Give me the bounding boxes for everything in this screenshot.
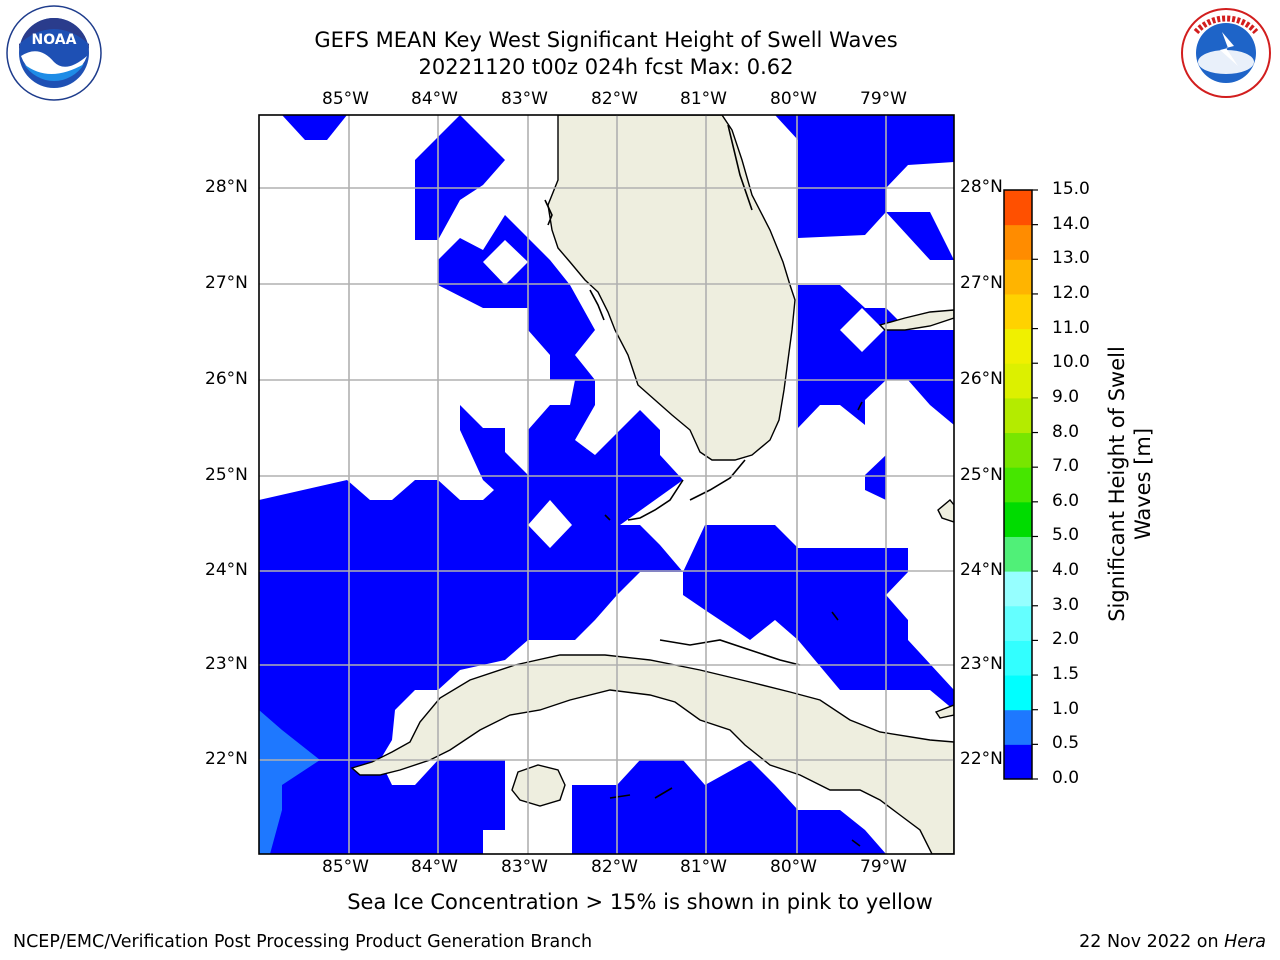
- colorbar-level-label: 4.0: [1052, 560, 1080, 581]
- lon-label-top: 83°W: [501, 89, 548, 109]
- colorbar-swatch: [1004, 536, 1032, 572]
- colorbar-swatch: [1004, 467, 1032, 503]
- colorbar-swatch: [1004, 432, 1032, 468]
- lon-label-bottom: 80°W: [770, 857, 817, 877]
- colorbar-swatch: [1004, 190, 1032, 226]
- lon-label-bottom: 82°W: [591, 857, 638, 877]
- lat-label-left: 28°N: [205, 177, 248, 197]
- colorbar-level-label: 14.0: [1052, 213, 1090, 234]
- colorbar: [1003, 189, 1038, 780]
- lat-label-right: 22°N: [960, 749, 1003, 769]
- colorbar-level-label: 3.0: [1052, 594, 1080, 615]
- lon-label-top: 81°W: [680, 89, 727, 109]
- colorbar-swatch: [1004, 501, 1032, 537]
- colorbar-swatch: [1004, 363, 1032, 399]
- lon-label-top: 79°W: [860, 89, 907, 109]
- colorbar-swatch: [1004, 328, 1032, 364]
- lat-label-right: 25°N: [960, 465, 1003, 485]
- colorbar-level-label: 7.0: [1052, 456, 1080, 477]
- lat-label-left: 26°N: [205, 369, 248, 389]
- lat-label-right: 23°N: [960, 654, 1003, 674]
- footer-date-text: 22 Nov 2022 on: [1079, 932, 1225, 952]
- lat-label-left: 27°N: [205, 273, 248, 293]
- colorbar-swatch: [1004, 571, 1032, 607]
- lon-label-bottom: 83°W: [501, 857, 548, 877]
- colorbar-swatch: [1004, 397, 1032, 434]
- colorbar-swatch: [1004, 675, 1032, 711]
- chart-subtitle: 20221120 t00z 024h fcst Max: 0.62: [418, 55, 794, 79]
- colorbar-level-label: 6.0: [1052, 490, 1080, 511]
- colorbar-level-label: 0.5: [1052, 733, 1080, 754]
- lon-label-top: 82°W: [591, 89, 638, 109]
- colorbar-level-label: 2.0: [1052, 629, 1080, 650]
- colorbar-title: Significant Height of Swell Waves [m]: [1104, 346, 1156, 622]
- colorbar-level-label: 10.0: [1052, 352, 1090, 373]
- colorbar-level-label: 1.5: [1052, 664, 1080, 685]
- colorbar-level-label: 1.0: [1052, 698, 1080, 719]
- lon-label-top: 85°W: [322, 89, 369, 109]
- land-masses: [350, 115, 954, 854]
- lat-label-left: 25°N: [205, 465, 248, 485]
- colorbar-level-label: 13.0: [1052, 248, 1090, 269]
- footer-branch: NCEP/EMC/Verification Post Processing Pr…: [13, 932, 593, 952]
- colorbar-swatch: [1004, 224, 1032, 260]
- nws-logo: [1179, 6, 1273, 100]
- lat-label-left: 23°N: [205, 654, 248, 674]
- colorbar-swatch: [1004, 259, 1032, 295]
- colorbar-title-line2: Waves [m]: [1131, 427, 1155, 541]
- lat-label-left: 22°N: [205, 749, 248, 769]
- lon-label-bottom: 81°W: [680, 857, 727, 877]
- svg-text:NOAA: NOAA: [32, 32, 77, 48]
- chart-title: GEFS MEAN Key West Significant Height of…: [314, 28, 898, 52]
- colorbar-swatch: [1004, 744, 1032, 780]
- colorbar-title-line1: Significant Height of Swell: [1105, 346, 1129, 622]
- lon-label-bottom: 79°W: [860, 857, 907, 877]
- footer-date: 22 Nov 2022 on Hera: [1079, 932, 1266, 952]
- colorbar-level-label: 9.0: [1052, 386, 1080, 407]
- colorbar-level-label: 0.0: [1052, 768, 1080, 788]
- swell-field-0.5-1.0: [259, 710, 320, 854]
- lat-label-right: 26°N: [960, 369, 1003, 389]
- colorbar-swatch: [1004, 605, 1032, 641]
- lat-label-right: 28°N: [960, 177, 1003, 197]
- colorbar-level-label: 12.0: [1052, 282, 1090, 303]
- colorbar-swatch: [1004, 640, 1032, 676]
- lat-label-right: 27°N: [960, 273, 1003, 293]
- noaa-logo: NOAA: [6, 5, 102, 101]
- lon-label-bottom: 84°W: [411, 857, 458, 877]
- lat-label-right: 24°N: [960, 560, 1003, 580]
- colorbar-level-label: 8.0: [1052, 421, 1080, 442]
- colorbar-level-label: 5.0: [1052, 525, 1080, 546]
- lon-label-top: 84°W: [411, 89, 458, 109]
- lon-label-bottom: 85°W: [322, 857, 369, 877]
- colorbar-frame: [1003, 189, 1033, 780]
- sea-ice-note: Sea Ice Concentration > 15% is shown in …: [347, 890, 933, 914]
- colorbar-swatch: [1004, 293, 1032, 330]
- colorbar-swatch: [1004, 709, 1032, 745]
- graticule: [259, 115, 954, 854]
- lon-label-top: 80°W: [770, 89, 817, 109]
- footer-machine: Hera: [1224, 932, 1266, 952]
- colorbar-level-label: 15.0: [1052, 179, 1090, 199]
- colorbar-level-label: 11.0: [1052, 317, 1090, 338]
- lat-label-left: 24°N: [205, 560, 248, 580]
